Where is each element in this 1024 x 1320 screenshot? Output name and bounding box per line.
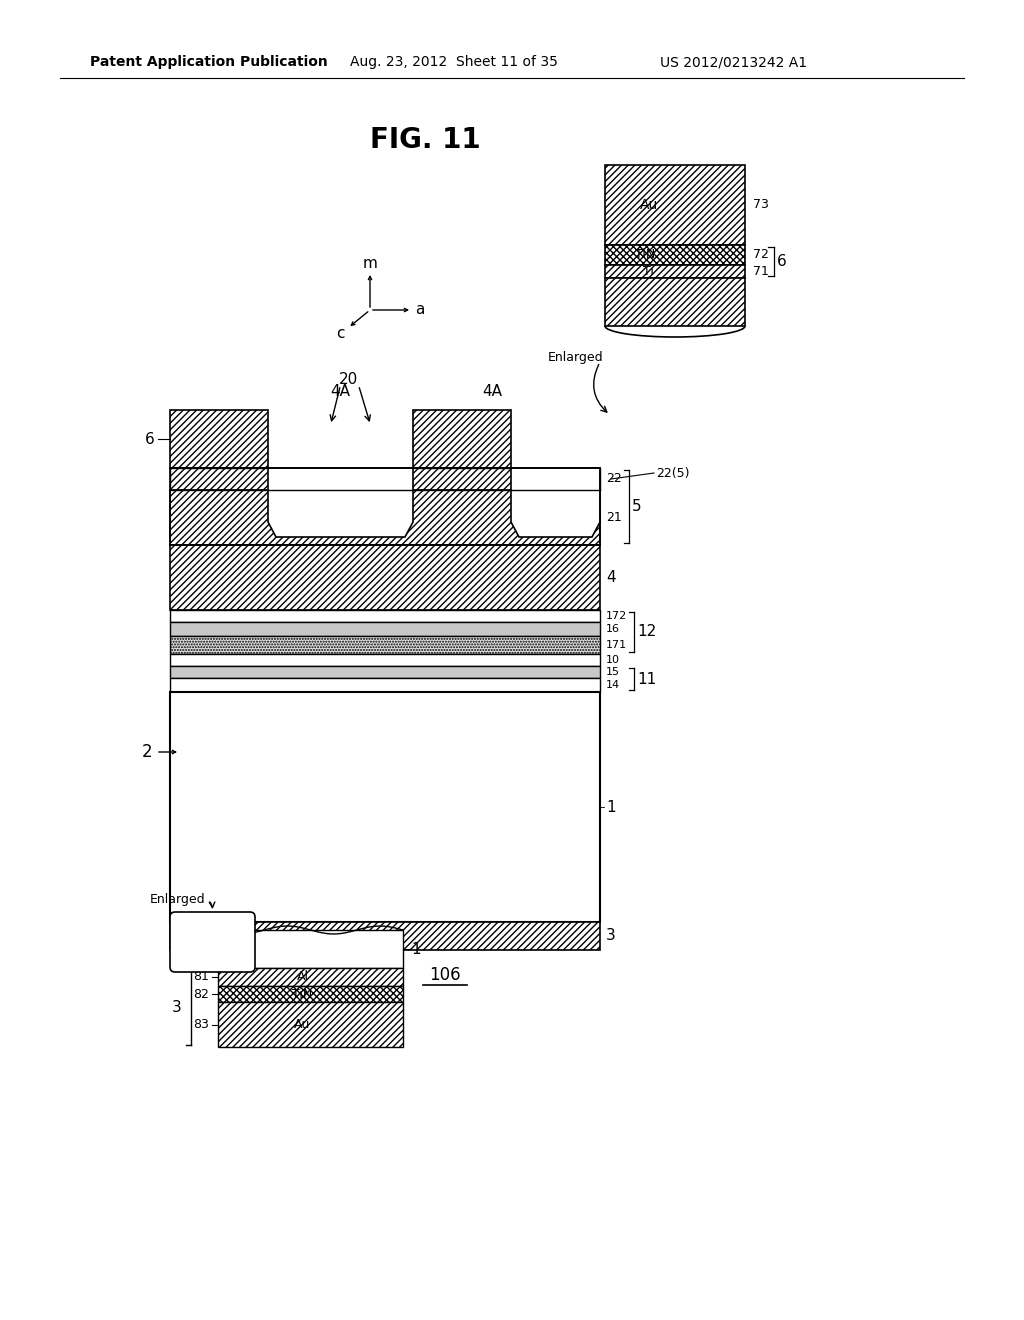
Text: Au: Au xyxy=(294,1018,310,1031)
Bar xyxy=(170,469,600,490)
Text: 82: 82 xyxy=(194,987,209,1001)
Text: 4A: 4A xyxy=(482,384,502,400)
Text: 4A: 4A xyxy=(331,384,350,400)
Bar xyxy=(605,265,745,279)
Text: 16: 16 xyxy=(606,624,620,634)
Text: c: c xyxy=(336,326,344,342)
Text: 20: 20 xyxy=(339,372,358,388)
Bar xyxy=(170,610,600,622)
Text: Enlarged: Enlarged xyxy=(150,894,206,907)
FancyBboxPatch shape xyxy=(170,912,255,972)
Text: TiN: TiN xyxy=(635,248,655,261)
Text: 6: 6 xyxy=(145,432,155,446)
Bar xyxy=(218,1002,403,1047)
Text: 15: 15 xyxy=(606,667,620,677)
Text: 14: 14 xyxy=(606,680,621,690)
Polygon shape xyxy=(268,469,413,537)
Text: 1: 1 xyxy=(606,800,615,814)
Text: 6: 6 xyxy=(777,253,786,269)
Bar xyxy=(170,490,600,545)
Polygon shape xyxy=(511,469,600,537)
Bar xyxy=(218,968,403,986)
Text: 22: 22 xyxy=(606,473,622,486)
Text: 3: 3 xyxy=(606,928,615,944)
Bar xyxy=(170,921,600,950)
Text: 1: 1 xyxy=(411,941,421,957)
Text: 22(5): 22(5) xyxy=(656,466,689,479)
Text: Au: Au xyxy=(640,198,658,213)
Bar xyxy=(170,411,268,469)
Text: 81: 81 xyxy=(194,970,209,983)
Bar xyxy=(170,545,600,610)
Text: 106: 106 xyxy=(429,966,461,983)
Text: 4: 4 xyxy=(606,570,615,585)
Text: Al: Al xyxy=(297,970,308,983)
Text: 172: 172 xyxy=(606,611,628,620)
Text: 72: 72 xyxy=(753,248,769,261)
Bar xyxy=(170,636,600,653)
Text: 171: 171 xyxy=(606,640,627,649)
Text: Aug. 23, 2012  Sheet 11 of 35: Aug. 23, 2012 Sheet 11 of 35 xyxy=(350,55,558,69)
Text: FIG. 11: FIG. 11 xyxy=(370,125,480,154)
Text: US 2012/0213242 A1: US 2012/0213242 A1 xyxy=(660,55,807,69)
Text: 10: 10 xyxy=(606,655,620,665)
Text: 2: 2 xyxy=(141,743,152,762)
Bar xyxy=(605,165,745,246)
Bar xyxy=(170,667,600,678)
Bar xyxy=(170,692,600,921)
Text: 12: 12 xyxy=(637,624,656,639)
Bar xyxy=(170,653,600,667)
Text: Enlarged: Enlarged xyxy=(548,351,603,363)
Bar xyxy=(170,622,600,636)
Text: Patent Application Publication: Patent Application Publication xyxy=(90,55,328,69)
Text: Ti: Ti xyxy=(643,265,654,279)
Text: 11: 11 xyxy=(637,672,656,686)
Text: m: m xyxy=(362,256,378,272)
Bar xyxy=(218,986,403,1002)
Bar xyxy=(605,246,745,265)
Text: 83: 83 xyxy=(194,1018,209,1031)
Text: 21: 21 xyxy=(606,511,622,524)
Text: a: a xyxy=(416,302,425,318)
Text: TiN: TiN xyxy=(293,987,312,1001)
Bar xyxy=(170,678,600,692)
Text: 73: 73 xyxy=(753,198,769,211)
Bar xyxy=(413,411,511,469)
Bar xyxy=(605,279,745,326)
Text: 3: 3 xyxy=(172,1001,182,1015)
Text: 5: 5 xyxy=(632,499,642,513)
Bar xyxy=(218,931,403,968)
Text: 71: 71 xyxy=(753,265,769,279)
